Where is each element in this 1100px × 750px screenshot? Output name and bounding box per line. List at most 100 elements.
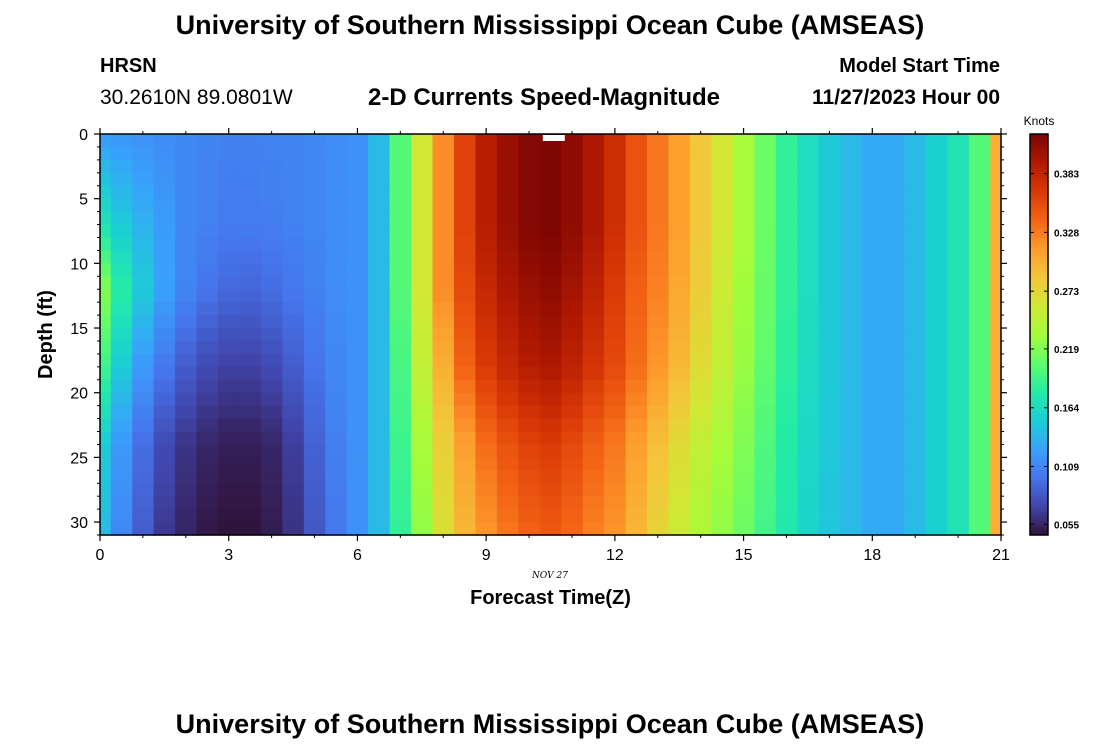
heatmap-cell [754, 379, 777, 394]
heatmap-cell [925, 211, 948, 226]
heatmap-cell [840, 366, 863, 381]
y-tick-label: 25 [70, 450, 88, 467]
heatmap-cell [732, 211, 755, 226]
x-tick-label: 15 [735, 547, 753, 564]
heatmap-cell [100, 366, 112, 381]
heatmap-cell [239, 250, 262, 264]
heatmap-cell [775, 315, 798, 329]
heatmap-cell [904, 159, 927, 174]
heatmap-cell [732, 353, 755, 368]
heatmap-cell [539, 211, 562, 226]
heatmap-cell [518, 328, 541, 342]
heatmap-cell [647, 211, 670, 226]
heatmap-cell [625, 159, 648, 174]
heatmap-cell [904, 185, 927, 200]
heatmap-cell [861, 315, 884, 329]
colorbar-tick-label: 0.109 [1054, 463, 1079, 474]
heatmap-cell [818, 340, 841, 355]
heatmap-cell [904, 418, 927, 433]
heatmap-cell [346, 418, 369, 433]
heatmap-cell [561, 340, 584, 355]
heatmap-cell [990, 250, 1002, 264]
heatmap-cell [539, 289, 562, 303]
heatmap-cell [968, 134, 991, 148]
heatmap-cell [132, 263, 155, 277]
heatmap-cell [625, 250, 648, 264]
heatmap-cell [711, 289, 734, 303]
heatmap-cell [883, 250, 906, 264]
heatmap-cell [411, 159, 434, 174]
heatmap-cell [432, 134, 455, 148]
heatmap-cell [968, 418, 991, 433]
heatmap-cell [217, 483, 241, 497]
x-tick-label: 9 [482, 547, 491, 564]
heatmap-cell [689, 250, 712, 264]
heatmap-cell [518, 457, 541, 471]
heatmap-cell [325, 302, 348, 316]
heatmap-cell [990, 444, 1002, 458]
heatmap-cell [217, 470, 241, 484]
heatmap-cell [732, 457, 755, 471]
heatmap-cell [582, 444, 605, 458]
heatmap-cell [818, 134, 841, 148]
heatmap-cell [175, 328, 198, 342]
heatmap-cell [260, 224, 283, 239]
heatmap-cell [990, 457, 1002, 471]
heatmap-cell [346, 146, 369, 161]
heatmap-cell [883, 522, 906, 536]
heatmap-cell [561, 159, 584, 174]
heatmap-cell [625, 392, 648, 407]
heatmap-cell [775, 418, 798, 433]
heatmap-cell [647, 392, 670, 407]
heatmap-cell [797, 340, 820, 355]
heatmap-cell [325, 276, 348, 290]
heatmap-cell [668, 302, 691, 316]
y-tick-label: 15 [70, 321, 88, 338]
heatmap-cell [861, 134, 884, 148]
heatmap-cell [668, 276, 691, 290]
heatmap-cell [153, 379, 176, 394]
heatmap-cell [153, 159, 176, 174]
heatmap-cell [175, 470, 198, 484]
heatmap-cell [475, 522, 498, 536]
heatmap-cell [303, 418, 326, 433]
heatmap-cell [861, 509, 884, 523]
heatmap-cell [475, 224, 498, 239]
heatmap-cell [689, 159, 712, 174]
heatmap-cell [196, 457, 219, 471]
surface-marker [542, 135, 565, 141]
heatmap-cell [325, 237, 348, 252]
heatmap-cell [582, 198, 605, 213]
heatmap-cell [389, 340, 412, 355]
heatmap-cell [689, 509, 712, 523]
heatmap-cell [346, 340, 369, 355]
heatmap-cell [604, 328, 627, 342]
heatmap-cell [947, 237, 970, 252]
heatmap-cell [539, 315, 562, 329]
heatmap-cell [947, 315, 970, 329]
y-tick-label: 10 [70, 256, 88, 273]
heatmap-cell [303, 263, 326, 277]
heatmap-cell [582, 522, 605, 536]
heatmap-cell [840, 340, 863, 355]
heatmap-cell [175, 483, 198, 497]
heatmap-cell [303, 211, 326, 226]
heatmap-cell [732, 366, 755, 381]
heatmap-cell [282, 470, 305, 484]
heatmap-cell [196, 379, 219, 394]
heatmap-cell [840, 224, 863, 239]
heatmap-cell [604, 237, 627, 252]
heatmap-cell [689, 263, 712, 277]
heatmap-cell [303, 159, 326, 174]
heatmap-cell [389, 457, 412, 471]
colorbar: 0.055 0.109 0.164 0.219 0.273 0.328 0.383 Knot… [1024, 114, 1079, 536]
heatmap-cell [389, 431, 412, 446]
heatmap-cell [368, 172, 391, 187]
heatmap-cell [818, 185, 841, 200]
heatmap-cell [196, 405, 219, 420]
heatmap-cell [496, 224, 519, 239]
heatmap-cell [368, 496, 391, 510]
heatmap-cell [132, 444, 155, 458]
heatmap-cell [754, 159, 777, 174]
heatmap-cell [925, 470, 948, 484]
